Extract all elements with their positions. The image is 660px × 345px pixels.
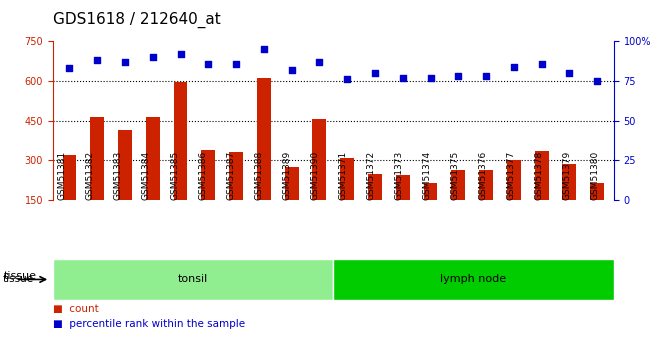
Text: GSM51388: GSM51388 <box>254 151 263 200</box>
Text: tissue: tissue <box>3 271 36 281</box>
Bar <box>479 170 493 240</box>
Bar <box>118 130 132 240</box>
Text: GSM51378: GSM51378 <box>535 151 544 200</box>
Point <box>564 70 575 76</box>
Text: GSM51389: GSM51389 <box>282 151 291 200</box>
Bar <box>90 117 104 240</box>
Bar <box>257 78 271 240</box>
Bar <box>201 150 215 240</box>
Point <box>342 77 352 82</box>
Point <box>370 70 380 76</box>
Point <box>286 67 297 73</box>
Text: ■  percentile rank within the sample: ■ percentile rank within the sample <box>53 319 245 329</box>
Text: GSM51385: GSM51385 <box>170 151 179 200</box>
Point <box>453 73 463 79</box>
Point <box>592 78 603 84</box>
Text: GSM51373: GSM51373 <box>395 151 403 200</box>
Point <box>231 61 242 66</box>
Point <box>147 55 158 60</box>
Point <box>119 59 130 65</box>
Bar <box>174 82 187 240</box>
Point <box>397 75 408 81</box>
Text: GSM51372: GSM51372 <box>366 151 376 200</box>
Bar <box>424 183 438 240</box>
FancyBboxPatch shape <box>333 259 614 300</box>
Bar <box>562 164 576 240</box>
Text: GSM51384: GSM51384 <box>142 151 151 200</box>
Bar <box>341 158 354 240</box>
Text: lymph node: lymph node <box>440 275 507 284</box>
Text: ■  count: ■ count <box>53 304 98 314</box>
Text: GSM51387: GSM51387 <box>226 151 235 200</box>
Point <box>92 58 102 63</box>
Point <box>64 66 75 71</box>
Point <box>537 61 547 66</box>
FancyBboxPatch shape <box>53 259 333 300</box>
Text: GSM51375: GSM51375 <box>451 151 459 200</box>
Bar <box>451 170 465 240</box>
Bar <box>590 183 604 240</box>
Text: GSM51390: GSM51390 <box>310 151 319 200</box>
Text: GDS1618 / 212640_at: GDS1618 / 212640_at <box>53 11 220 28</box>
Bar <box>368 174 382 240</box>
Bar <box>146 117 160 240</box>
Text: GSM51377: GSM51377 <box>507 151 515 200</box>
Point <box>176 51 186 57</box>
Bar <box>396 175 410 240</box>
Point <box>259 47 269 52</box>
Text: GSM51371: GSM51371 <box>339 151 347 200</box>
Text: GSM51382: GSM51382 <box>86 151 95 200</box>
Bar <box>535 151 548 240</box>
Text: GSM51380: GSM51380 <box>591 151 600 200</box>
Text: GSM51374: GSM51374 <box>422 151 432 200</box>
Point <box>425 75 436 81</box>
Bar <box>229 152 243 240</box>
Text: GSM51383: GSM51383 <box>114 151 123 200</box>
Bar <box>312 119 326 240</box>
Text: tonsil: tonsil <box>178 275 208 284</box>
Bar <box>507 160 521 240</box>
Text: GSM51379: GSM51379 <box>563 151 572 200</box>
Text: tissue: tissue <box>3 274 34 284</box>
Point <box>509 64 519 70</box>
Point <box>480 73 491 79</box>
Text: GSM51376: GSM51376 <box>478 151 488 200</box>
Text: GSM51381: GSM51381 <box>58 151 67 200</box>
Point <box>314 59 325 65</box>
Bar <box>284 167 298 240</box>
Bar <box>63 155 77 240</box>
Text: GSM51386: GSM51386 <box>198 151 207 200</box>
Point <box>203 61 214 66</box>
